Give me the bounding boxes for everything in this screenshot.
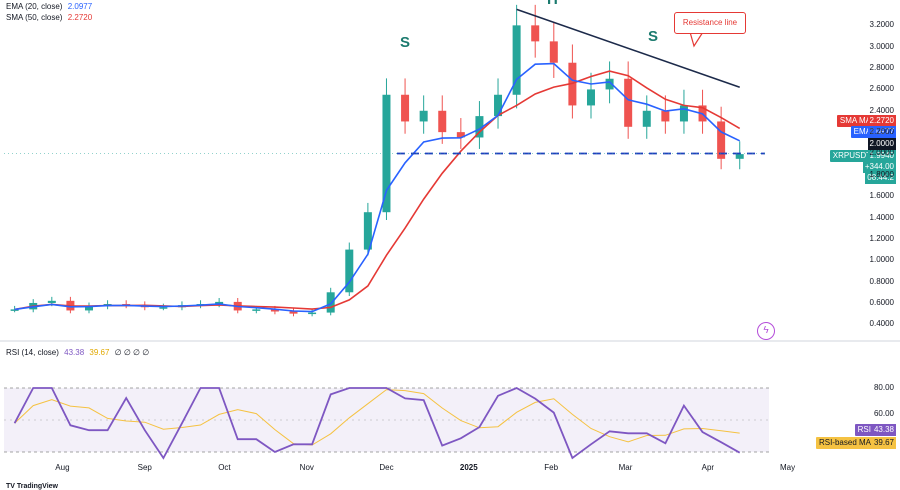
candle-body	[531, 25, 540, 42]
candle-body	[159, 307, 168, 309]
candle-body	[382, 94, 391, 213]
time-tick: 2025	[459, 463, 478, 472]
price-tick: 0.6000	[869, 297, 894, 307]
candle-body	[586, 89, 595, 106]
candle-body	[642, 110, 651, 127]
sma-legend: SMA (50, close) 2.2720	[6, 13, 92, 22]
ema-legend: EMA (20, close) 2.0977	[6, 2, 92, 11]
rsi-tick: 60.00	[873, 408, 894, 418]
candle-body	[679, 105, 688, 122]
time-tick: Nov	[299, 463, 314, 472]
symbol-tag: XRPUSDT	[829, 150, 874, 162]
candle-body	[308, 312, 317, 315]
lightning-icon[interactable]: ϟ	[757, 322, 775, 340]
sma-legend-label: SMA (50, close)	[6, 13, 63, 22]
sma-legend-value: 2.2720	[67, 13, 93, 22]
time-tick: Aug	[55, 463, 70, 472]
callout-pointer	[689, 31, 705, 48]
price-tick: 0.4000	[869, 319, 894, 329]
ema-legend-label: EMA (20, close)	[6, 2, 63, 11]
rsi-legend-value: 43.38	[64, 348, 85, 357]
rsi-legend-label: RSI (14, close)	[6, 348, 59, 357]
head-label: H	[547, 0, 558, 8]
time-tick: Dec	[379, 463, 394, 472]
candle-body	[735, 154, 744, 159]
time-tick: Mar	[618, 463, 633, 472]
resistance-callout: Resistance line	[674, 12, 746, 34]
rsi-legend: RSI (14, close) 43.38 39.67 ∅ ∅ ∅ ∅	[6, 348, 149, 357]
last-price-value: 1.9940	[867, 150, 896, 162]
rsi-ma-legend-value: 39.67	[89, 348, 110, 357]
countdown: 08:44:2	[865, 172, 896, 184]
level-tag-value: 2.0000	[867, 138, 896, 150]
time-tick: Apr	[701, 463, 715, 472]
candle-body	[717, 121, 726, 159]
resistance-line	[516, 8, 740, 89]
candle-body	[326, 292, 335, 313]
price-tick: 2.2000	[869, 127, 894, 137]
candle-body	[252, 309, 261, 311]
time-tick: Feb	[544, 463, 559, 472]
price-tick: 2.6000	[869, 84, 894, 94]
candle-body	[661, 110, 670, 122]
ema-legend-value: 2.0977	[67, 2, 93, 11]
tradingview-logo: TV TradingView	[6, 483, 58, 490]
candle-body	[289, 311, 298, 314]
candle-body	[475, 116, 484, 138]
candle-body	[215, 301, 224, 305]
price-tick: 2.0000	[869, 148, 894, 158]
price-tick: 1.8000	[869, 169, 894, 179]
rsi-legend-placeholders: ∅ ∅ ∅ ∅	[114, 348, 150, 357]
candle-body	[438, 110, 447, 133]
rsi-tag-value: 43.38	[871, 424, 896, 436]
candle-body	[419, 110, 428, 122]
time-tick: Sep	[137, 463, 152, 472]
candle-body	[605, 78, 614, 90]
time-tick: Oct	[218, 463, 231, 472]
candle-body	[494, 94, 503, 117]
ema-tag-value: 2.0977	[867, 126, 896, 138]
candle-body	[10, 309, 19, 311]
candle-body	[84, 306, 93, 311]
ema-line	[14, 62, 741, 313]
price-tick: 1.4000	[869, 212, 894, 222]
time-tick: May	[779, 463, 796, 472]
sma-tag-value: 2.2720	[867, 115, 896, 127]
price-tick: 0.8000	[869, 276, 894, 286]
price-tick: 1.0000	[869, 255, 894, 265]
sma-tag: SMA MA	[836, 115, 874, 127]
price-tick: 1.6000	[869, 191, 894, 201]
rsi-tick: 80.00	[873, 383, 894, 392]
candle-body	[345, 249, 354, 293]
candle-body	[512, 25, 521, 95]
last-price-change: +344.00	[862, 161, 896, 173]
candle-body	[47, 300, 56, 303]
price-tick: 2.8000	[869, 63, 894, 73]
price-tick: 3.0000	[869, 41, 894, 51]
rsi-ma-line	[14, 389, 740, 446]
candle-body	[270, 309, 279, 312]
right-shoulder-label: S	[648, 28, 659, 45]
rsi-ma-tag: RSI-based MA	[815, 437, 874, 449]
rsi-ma-tag-value: 39.67	[871, 437, 896, 449]
price-tick: 1.2000	[869, 233, 894, 243]
price-tick: 3.2000	[869, 20, 894, 30]
left-shoulder-label: S	[400, 34, 411, 51]
candle-body	[456, 132, 465, 138]
candle-body	[549, 41, 558, 63]
candle-body	[363, 212, 372, 250]
candle-body	[624, 78, 633, 127]
rsi-tag: RSI	[854, 424, 874, 436]
candle-body	[401, 94, 410, 122]
price-tick: 2.4000	[869, 105, 894, 115]
rsi-line	[13, 386, 741, 460]
